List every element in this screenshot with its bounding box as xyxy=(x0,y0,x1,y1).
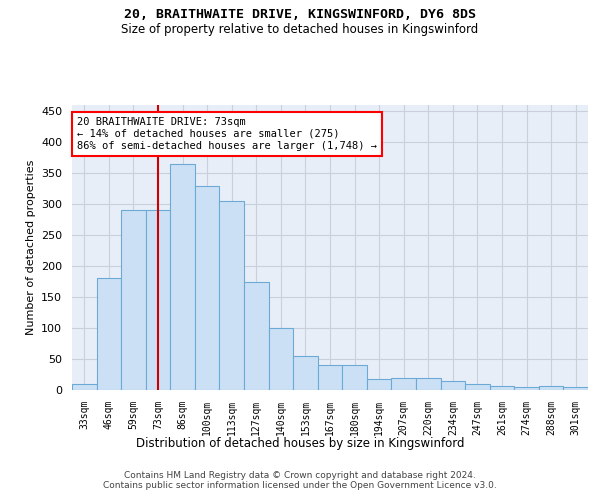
Text: 20 BRAITHWAITE DRIVE: 73sqm
← 14% of detached houses are smaller (275)
86% of se: 20 BRAITHWAITE DRIVE: 73sqm ← 14% of det… xyxy=(77,118,377,150)
Bar xyxy=(490,386,514,390)
Bar xyxy=(97,278,121,390)
Bar xyxy=(72,384,97,390)
Bar xyxy=(318,365,342,390)
Bar xyxy=(121,210,146,390)
Bar xyxy=(146,210,170,390)
Text: Size of property relative to detached houses in Kingswinford: Size of property relative to detached ho… xyxy=(121,22,479,36)
Bar xyxy=(539,386,563,390)
Text: Distribution of detached houses by size in Kingswinford: Distribution of detached houses by size … xyxy=(136,438,464,450)
Text: 20, BRAITHWAITE DRIVE, KINGSWINFORD, DY6 8DS: 20, BRAITHWAITE DRIVE, KINGSWINFORD, DY6… xyxy=(124,8,476,20)
Bar xyxy=(342,365,367,390)
Bar xyxy=(367,379,391,390)
Y-axis label: Number of detached properties: Number of detached properties xyxy=(26,160,35,335)
Text: Contains HM Land Registry data © Crown copyright and database right 2024.
Contai: Contains HM Land Registry data © Crown c… xyxy=(103,470,497,490)
Bar xyxy=(244,282,269,390)
Bar xyxy=(170,164,195,390)
Bar xyxy=(563,387,588,390)
Bar xyxy=(514,387,539,390)
Bar xyxy=(440,380,465,390)
Bar xyxy=(269,328,293,390)
Bar xyxy=(465,384,490,390)
Bar xyxy=(293,356,318,390)
Bar xyxy=(416,378,440,390)
Bar xyxy=(220,201,244,390)
Bar xyxy=(391,378,416,390)
Bar xyxy=(195,186,220,390)
